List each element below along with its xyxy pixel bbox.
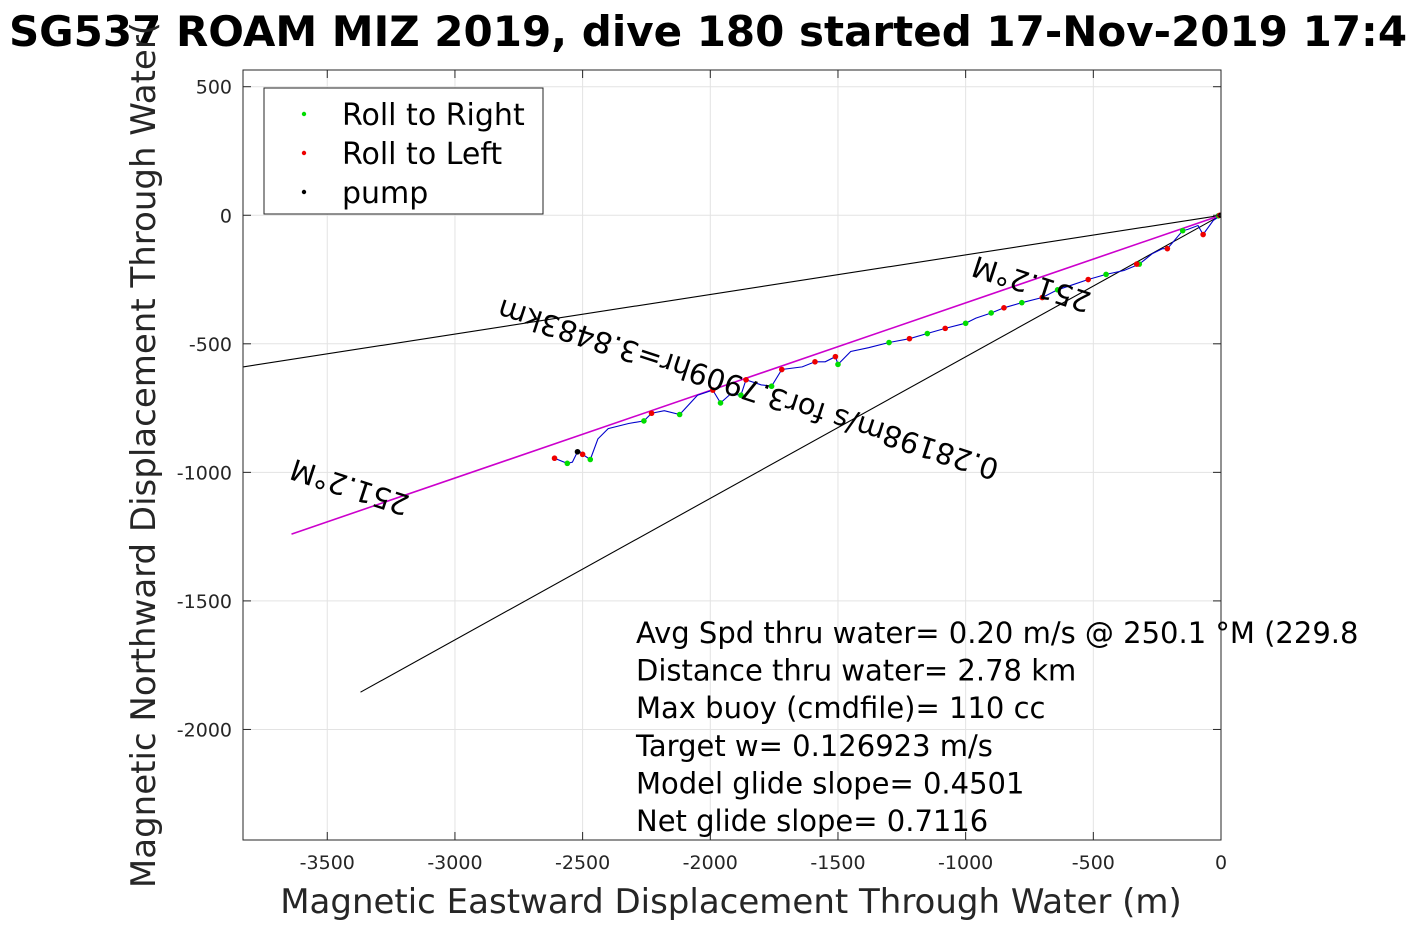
roll-to-left-point (1001, 305, 1007, 311)
plot-frame (242, 69, 1222, 841)
chart-title: SG537 ROAM MIZ 2019, dive 180 started 17… (9, 7, 1407, 56)
roll-to-left-point (1085, 276, 1092, 283)
series-line-2 (291, 214, 1221, 535)
legend-marker (301, 189, 307, 195)
roll-to-left-point (906, 335, 913, 342)
series-line-0 (243, 214, 1221, 368)
roll-to-right-point (835, 361, 841, 368)
legend: Roll to Right Roll to Left pump (263, 87, 544, 215)
legend-box (263, 87, 544, 215)
legend-marker (301, 111, 307, 117)
roll-to-right-point (988, 310, 994, 316)
stats-line: Net glide slope= 0.7116 (636, 804, 988, 838)
y-tick-label: -500 (189, 334, 232, 356)
x-tick-label: 0 (1215, 852, 1227, 874)
pump-point (574, 448, 581, 455)
x-axis-label: Magnetic Eastward Displacement Through W… (280, 882, 1182, 922)
series-group (243, 212, 1221, 693)
roll-to-left-point (1200, 231, 1206, 238)
roll-to-left-point (778, 366, 785, 373)
roll-to-right-point (641, 418, 647, 424)
series-line-1 (360, 214, 1221, 693)
x-tick-label: -2000 (683, 852, 738, 874)
legend-label: Roll to Right (342, 98, 525, 133)
y-tick-label: 0 (220, 205, 232, 227)
roll-to-right-point (962, 320, 969, 327)
roll-to-right-point (1019, 299, 1025, 306)
roll-to-right-point (886, 339, 892, 346)
x-tick-label: -3000 (427, 852, 482, 874)
y-tick-label: 500 (196, 77, 232, 99)
roll-to-right-point (738, 392, 744, 399)
roll-to-right-point (1054, 287, 1061, 293)
legend-label: pump (342, 176, 428, 211)
roll-to-right-point (564, 460, 571, 467)
stats-line: Avg Spd thru water= 0.20 m/s @ 250.1 °M … (636, 616, 1358, 650)
roll-to-right-point (717, 400, 724, 406)
legend-marker (301, 150, 307, 156)
stats-line: Distance thru water= 2.78 km (636, 654, 1076, 688)
stats-line: Model glide slope= 0.4501 (636, 766, 1024, 800)
roll-to-right-point (676, 411, 683, 418)
y-axis-label: Magnetic Northward Displacement Through … (124, 22, 164, 888)
roll-to-left-point (743, 376, 749, 383)
roll-to-left-point (832, 353, 839, 360)
roll-to-right-point (924, 330, 931, 337)
y-tick-label: -1500 (177, 591, 232, 613)
stats-line: Max buoy (cmdfile)= 110 cc (636, 691, 1045, 725)
x-tick-label: -1500 (810, 852, 865, 874)
roll-to-right-point (768, 383, 775, 390)
roll-to-left-point (812, 359, 818, 365)
roll-to-left-point (1164, 245, 1171, 252)
x-tick-label: -3500 (300, 852, 355, 874)
roll-to-left-point (579, 451, 586, 458)
roll-to-left-point (942, 325, 949, 332)
ticks-group: -3500 -3000 -2500 -2000 -1500 -1000 -500 0 500 0 -… (177, 70, 1227, 874)
roll-to-left-point (710, 387, 716, 393)
x-tick-label: -500 (1072, 852, 1115, 874)
roll-to-right-point (587, 456, 594, 463)
y-tick-label: -2000 (177, 719, 232, 741)
roll-to-left-point (648, 410, 655, 417)
stats-line: Target w= 0.126923 m/s (635, 729, 993, 763)
roll-to-left-point (1039, 294, 1046, 301)
roll-to-left-point (1133, 261, 1140, 267)
roll-to-right-point (1103, 271, 1109, 278)
x-tick-label: -2500 (555, 852, 610, 874)
stats-annotation: Avg Spd thru water= 0.20 m/s @ 250.1 °M … (635, 616, 1358, 838)
roll-to-left-point (551, 455, 558, 462)
legend-label: Roll to Left (342, 137, 502, 172)
y-tick-label: -1000 (177, 462, 232, 484)
x-tick-label: -1000 (938, 852, 993, 874)
roll-to-right-point (1179, 227, 1186, 234)
